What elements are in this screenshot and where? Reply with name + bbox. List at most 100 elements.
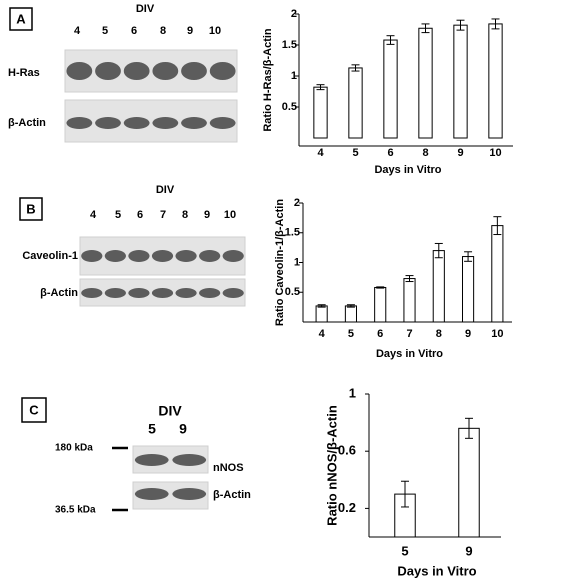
- row-label: β-Actin: [213, 489, 251, 501]
- panel-box: [19, 197, 43, 221]
- x-tick-label: 10: [491, 328, 503, 340]
- marker-label: 36.5 kDa: [55, 505, 96, 516]
- y-tick-label: 1.5: [285, 227, 300, 239]
- blot-band: [172, 454, 207, 466]
- bar: [383, 39, 398, 139]
- bar: [462, 256, 475, 323]
- x-tick-label: 5: [348, 328, 354, 340]
- blot-band: [128, 288, 150, 298]
- error-bar: [386, 35, 395, 45]
- blot-band: [175, 250, 197, 262]
- lane-label: 5: [115, 209, 121, 221]
- panel-box: [9, 7, 33, 31]
- lane-label: 5: [148, 421, 156, 437]
- panel-letter: A: [16, 11, 26, 26]
- error-bar: [421, 23, 430, 34]
- lane-label: 9: [179, 421, 187, 437]
- error-bar: [493, 216, 502, 236]
- lane-label: 7: [160, 209, 166, 221]
- bar: [315, 305, 328, 323]
- blot-band: [175, 288, 197, 298]
- panel-letter: B: [26, 201, 35, 216]
- blot-band: [222, 288, 244, 298]
- blot-band: [81, 288, 103, 298]
- x-tick-label: 8: [436, 328, 442, 340]
- blot-band: [209, 62, 236, 80]
- row-label: nNOS: [213, 462, 244, 474]
- bar: [458, 427, 480, 538]
- blot-band: [81, 250, 103, 262]
- x-axis-title: Days in Vitro: [397, 563, 476, 578]
- y-tick-label: 0.2: [338, 500, 356, 515]
- y-tick-label: 1: [349, 385, 356, 400]
- blot-strip: [64, 99, 238, 143]
- bar: [418, 27, 433, 139]
- y-axis-title: Ratio Caveolin-1/β-Actin: [274, 199, 286, 326]
- y-tick-label: 1: [291, 70, 297, 82]
- x-tick-label: 7: [406, 328, 412, 340]
- blot-band: [209, 117, 236, 129]
- lane-label: 10: [209, 25, 221, 37]
- error-bar: [346, 304, 355, 308]
- bar: [313, 86, 328, 139]
- blot-band: [134, 454, 169, 466]
- row-label: β-Actin: [8, 117, 46, 129]
- row-label: β-Actin: [40, 287, 78, 299]
- y-tick-label: 0.5: [285, 286, 300, 298]
- y-tick-label: 2: [294, 197, 300, 209]
- x-tick-label: 9: [465, 543, 472, 558]
- blot-band: [151, 288, 174, 298]
- blot-band: [104, 288, 126, 298]
- x-tick-label: 9: [465, 328, 471, 340]
- blot-band: [181, 117, 207, 129]
- row-label: Caveolin-1: [22, 250, 78, 262]
- lane-label: 8: [182, 209, 188, 221]
- blot-band: [222, 250, 244, 262]
- error-bar: [434, 242, 443, 259]
- blot-band: [199, 288, 221, 298]
- x-axis-title: Days in Vitro: [376, 348, 443, 360]
- blot-band: [66, 117, 93, 129]
- error-bar: [465, 417, 473, 439]
- blot-band: [134, 488, 169, 500]
- blot-header: DIV: [136, 3, 155, 15]
- lane-label: 5: [102, 25, 108, 37]
- blot-band: [128, 250, 150, 262]
- blot-band: [172, 488, 207, 500]
- x-axis-title: Days in Vitro: [374, 164, 441, 176]
- x-tick-label: 5: [352, 147, 358, 159]
- y-axis-title: Ratio nNOS/β-Actin: [324, 405, 339, 526]
- error-bar: [464, 251, 473, 262]
- x-tick-label: 5: [401, 543, 408, 558]
- x-tick-label: 6: [377, 328, 383, 340]
- lane-label: 9: [204, 209, 210, 221]
- error-bar: [456, 19, 465, 31]
- lane-label: 9: [187, 25, 193, 37]
- blot-band: [66, 62, 93, 80]
- error-bar: [351, 64, 360, 72]
- lane-label: 4: [74, 25, 81, 37]
- bar: [488, 23, 503, 139]
- blot-band: [181, 62, 207, 80]
- x-tick-label: 10: [489, 147, 501, 159]
- bar: [432, 250, 445, 323]
- y-tick-label: 0.6: [338, 443, 356, 458]
- blot-band: [152, 62, 179, 80]
- marker-label: 180 kDa: [55, 443, 93, 454]
- error-bar: [405, 275, 414, 283]
- blot-band: [123, 117, 150, 129]
- lane-label: 10: [224, 209, 236, 221]
- y-tick-label: 1.5: [282, 39, 297, 51]
- lane-label: 6: [137, 209, 143, 221]
- error-bar: [376, 286, 385, 289]
- y-tick-label: 0.5: [282, 101, 297, 113]
- blot-header: DIV: [156, 184, 175, 196]
- blot-band: [95, 62, 121, 80]
- error-bar: [491, 18, 500, 30]
- error-bar: [401, 480, 409, 508]
- blot-band: [199, 250, 221, 262]
- panel-letter: C: [29, 402, 39, 417]
- blot-header: DIV: [158, 403, 182, 419]
- lane-label: 6: [131, 25, 137, 37]
